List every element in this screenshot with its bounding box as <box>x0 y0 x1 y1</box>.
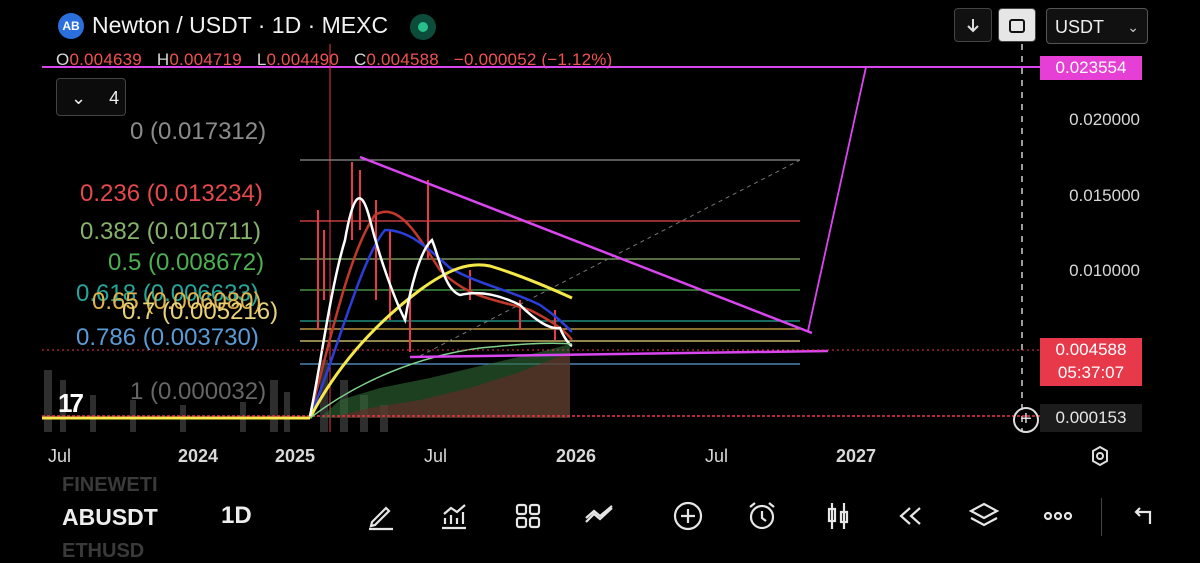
open-value: 0.004639 <box>69 50 142 69</box>
price-axis-label: 0.010000 <box>1069 261 1140 280</box>
ohlc-readout: O0.004639 H0.004719 L0.004490 C0.004588 … <box>56 50 622 70</box>
fib-label-065: 0.65 (0.006080) <box>92 288 262 315</box>
volume-area-red <box>330 352 570 418</box>
exchange-logo: AB <box>58 13 84 39</box>
replay-button[interactable] <box>892 498 928 534</box>
time-axis-label: 2027 <box>836 446 877 466</box>
candles-icon <box>827 503 849 529</box>
symbol-list-next[interactable]: ETHUSD <box>62 540 145 562</box>
layout-grid-button[interactable] <box>510 498 546 534</box>
symbol-current[interactable]: ABUSDT <box>62 504 158 530</box>
timeframe-button[interactable]: 1D <box>221 502 252 529</box>
time-axis-label: Jul <box>705 446 729 466</box>
close-key: C <box>353 50 367 69</box>
price-axis-label: 0.015000 <box>1069 186 1140 205</box>
fullscreen-button[interactable] <box>998 8 1036 42</box>
drawing-tool-button[interactable] <box>363 498 399 534</box>
crosshair-price-tag: 0.000153 <box>1040 404 1142 432</box>
time-axis-label: Jul <box>424 446 448 466</box>
change-value: −0.000052 (−1.12%) <box>453 50 613 69</box>
fib-label-0236: 0.236 (0.013234) <box>80 180 263 207</box>
high-value: 0.004719 <box>169 50 242 69</box>
price-axis-label: 0.020000 <box>1069 110 1140 129</box>
indicators-icon <box>442 504 466 530</box>
alarm-icon <box>749 502 775 530</box>
candles <box>317 162 556 352</box>
low-value: 0.004490 <box>266 50 339 69</box>
gear-icon <box>1092 445 1108 467</box>
indicator-count: 4 <box>109 88 120 108</box>
currency-value: USDT <box>1055 17 1104 37</box>
back-icon <box>1134 507 1152 524</box>
replay-icon <box>899 507 921 525</box>
add-alert-plus-icon[interactable]: + <box>1013 407 1039 433</box>
tradingview-logo: 17 <box>58 388 84 418</box>
toolbar-divider <box>1101 498 1102 536</box>
grid-icon <box>515 503 541 529</box>
compare-icon <box>585 505 613 523</box>
time-axis-label: 2026 <box>556 446 597 466</box>
price-white-line <box>308 196 573 417</box>
current-price-tag: 0.004588 05:37:07 <box>1040 338 1142 386</box>
symbol-title[interactable]: Newton / USDT · 1D · MEXC <box>92 12 389 38</box>
low-key: L <box>256 50 267 69</box>
triangle-upper-line <box>359 155 813 335</box>
more-button[interactable] <box>1040 498 1076 534</box>
fullscreen-icon <box>1009 18 1025 33</box>
time-axis-label: 2024 <box>178 446 219 466</box>
candle-countdown: 05:37:07 <box>1057 363 1125 382</box>
target-price-tag: 0.023554 <box>1040 56 1142 80</box>
chevron-down-icon: ⌄ <box>1127 19 1139 35</box>
layers-button[interactable] <box>966 498 1002 534</box>
currency-select[interactable]: USDT ⌄ <box>1046 8 1148 44</box>
indicator-toggle[interactable]: ⌄ 4 <box>56 78 126 116</box>
current-price-value: 0.004588 <box>1055 340 1127 359</box>
triangle-lower-line <box>409 349 829 359</box>
more-icon <box>1043 511 1073 521</box>
chart-type-button[interactable] <box>820 498 856 534</box>
fib-label-0: 0 (0.017312) <box>130 118 267 145</box>
layers-icon <box>968 502 1000 527</box>
chart-settings-button[interactable] <box>1088 444 1112 468</box>
market-status-icon <box>410 14 436 40</box>
download-button[interactable] <box>954 8 992 42</box>
ma-yellow-line <box>308 263 573 419</box>
open-key: O <box>56 50 70 69</box>
compare-button[interactable] <box>582 498 618 534</box>
fib-label-0786: 0.786 (0.003730) <box>76 324 259 351</box>
arrow-down-icon <box>967 18 979 33</box>
indicators-button[interactable] <box>436 498 472 534</box>
breakout-projection-line <box>807 66 867 332</box>
fib-trend-line <box>419 159 801 357</box>
fib-label-05: 0.5 (0.008672) <box>108 249 265 276</box>
high-key: H <box>156 50 170 69</box>
time-axis-label: 2025 <box>275 446 316 466</box>
fib-label-1: 1 (0.000032) <box>130 378 267 405</box>
back-button[interactable] <box>1126 498 1162 534</box>
close-value: 0.004588 <box>366 50 439 69</box>
pencil-icon <box>369 506 393 531</box>
fib-label-0618: 0.618 (0.006633) <box>76 280 259 307</box>
add-symbol-button[interactable] <box>670 498 706 534</box>
fib-label-07: 0.7 (0.005216) <box>122 298 279 325</box>
time-axis-label: Jul <box>48 446 72 466</box>
chevron-down-icon: ⌄ <box>71 88 87 108</box>
alert-button[interactable] <box>744 498 780 534</box>
symbol-list-prev[interactable]: FINEWETI <box>62 474 158 496</box>
fib-label-0382: 0.382 (0.010711) <box>80 218 262 245</box>
add-icon <box>673 501 703 531</box>
